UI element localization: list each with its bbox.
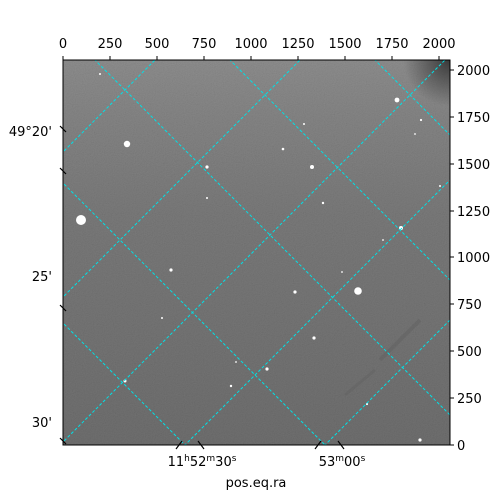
top-tick-label: 0 bbox=[59, 37, 67, 52]
top-tick-label: 1500 bbox=[328, 37, 361, 52]
top-axis bbox=[62, 56, 440, 60]
coordinate-grid bbox=[63, 60, 450, 445]
sky-image bbox=[63, 60, 450, 445]
right-tick-label: 1750 bbox=[457, 111, 490, 126]
bottom-tick-label: 11h52m30s bbox=[168, 454, 237, 470]
x-axis-title: pos.eq.ra bbox=[226, 476, 287, 491]
bottom-axis bbox=[175, 440, 345, 450]
left-axis bbox=[59, 125, 67, 445]
right-tick-label: 1000 bbox=[457, 251, 490, 266]
left-tick-label: 49°20' bbox=[9, 125, 52, 140]
top-tick-label: 750 bbox=[192, 37, 217, 52]
right-tick-label: 750 bbox=[457, 298, 482, 313]
right-tick-label: 1250 bbox=[457, 205, 490, 220]
right-tick-label: 0 bbox=[457, 439, 465, 454]
left-tick-label: 30' bbox=[32, 416, 52, 431]
left-tick-label: 25' bbox=[32, 270, 52, 285]
bottom-tick-label: 53m00s bbox=[319, 454, 366, 470]
right-axis bbox=[450, 69, 454, 446]
star-field bbox=[76, 73, 441, 442]
right-tick-label: 250 bbox=[457, 392, 482, 407]
top-tick-label: 1250 bbox=[281, 37, 314, 52]
right-tick-label: 500 bbox=[457, 345, 482, 360]
right-tick-label: 1500 bbox=[457, 158, 490, 173]
top-tick-label: 1000 bbox=[234, 37, 267, 52]
plot-frame bbox=[62, 59, 451, 446]
top-tick-label: 1750 bbox=[375, 37, 408, 52]
right-tick-label: 2000 bbox=[457, 64, 490, 79]
top-tick-label: 500 bbox=[145, 37, 170, 52]
top-tick-label: 2000 bbox=[422, 37, 455, 52]
top-tick-label: 250 bbox=[98, 37, 123, 52]
